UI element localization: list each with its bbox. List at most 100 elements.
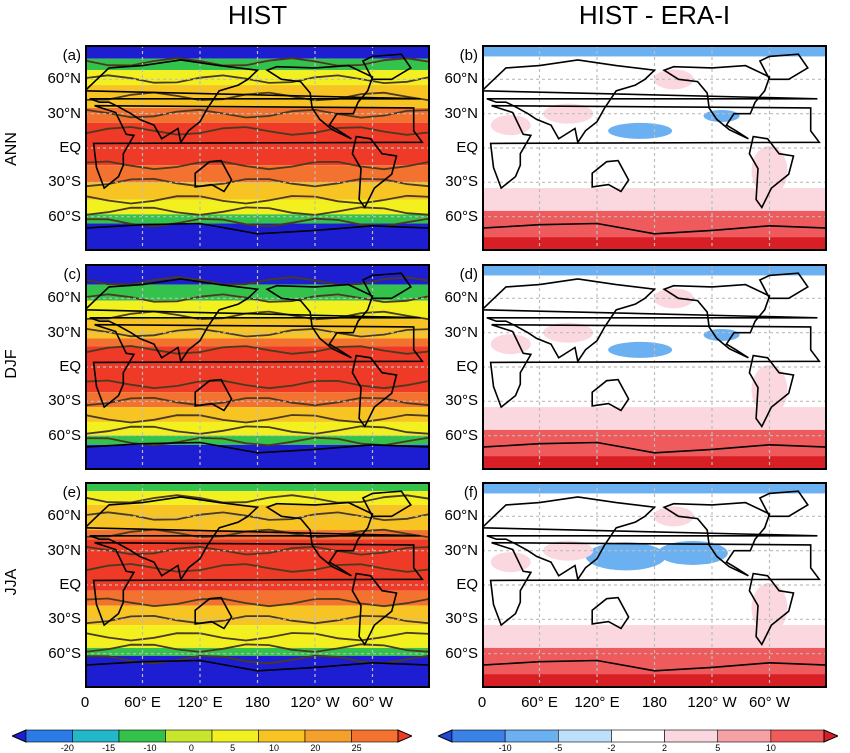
panel-letter: (f)	[463, 484, 478, 501]
lon-label: 60° W	[351, 694, 393, 711]
contour-line	[85, 276, 430, 286]
panel-frame	[482, 45, 827, 251]
continent-outline	[758, 53, 809, 81]
lat-label: EQ	[59, 139, 81, 156]
panel-frame	[482, 482, 827, 688]
diff-map-panel	[482, 45, 827, 251]
lat-label: 60°S	[445, 207, 478, 225]
continent-outline	[194, 378, 233, 412]
contour-line	[85, 436, 430, 447]
colorbar-tick-label: 25	[351, 743, 362, 753]
contour-line	[85, 194, 430, 205]
continent-outline	[662, 283, 771, 359]
continent-outline	[482, 278, 818, 364]
diff-negative-band	[482, 45, 827, 57]
panel-letter: (a)	[62, 47, 81, 64]
temperature-band	[85, 530, 430, 540]
continent-outline	[85, 659, 430, 688]
continent-outline	[85, 59, 421, 145]
diff-map-panel	[482, 264, 827, 470]
continent-outline	[591, 159, 630, 193]
contour-line	[85, 217, 430, 228]
contour-line	[85, 293, 430, 304]
continent-outline	[92, 104, 424, 190]
colorbar-tick-label: 5	[230, 743, 236, 753]
lat-label: 30°N	[47, 541, 81, 559]
continent-outline	[748, 572, 795, 647]
diff-positive-blob	[653, 506, 694, 527]
colorbar-segment	[451, 729, 506, 743]
colorbar-tick-label: -10	[498, 743, 512, 753]
contour-line	[85, 654, 430, 665]
hist-map-panel	[85, 482, 430, 688]
lat-label: 30°N	[47, 323, 81, 341]
lon-label: 120° W	[290, 694, 340, 711]
lat-label: 60°N	[444, 70, 478, 88]
continent-outline	[85, 496, 421, 582]
contour-line	[85, 206, 430, 216]
colorbar-arrow-left	[12, 729, 27, 743]
lat-label: EQ	[456, 139, 478, 156]
continent-outline	[489, 104, 821, 190]
diff-negative-blob	[585, 542, 666, 571]
panel-letter: (e)	[62, 484, 81, 501]
lat-label: 60°S	[48, 207, 81, 225]
colorbar-segment	[304, 729, 352, 743]
continent-outline	[748, 135, 795, 210]
continent-outline	[265, 283, 374, 359]
contour-line	[85, 631, 430, 642]
panel-frame	[85, 45, 430, 251]
continent-outline	[758, 490, 809, 518]
lat-label: 60°N	[47, 507, 81, 525]
colorbar-tick-label: 2	[662, 743, 668, 753]
lon-label: 60° W	[748, 694, 790, 711]
colorbar-segment	[351, 729, 399, 743]
diff-positive-blob	[490, 334, 531, 355]
continent-outline	[489, 323, 821, 409]
continent-outline	[361, 53, 412, 81]
diff-positive-blob	[490, 552, 531, 573]
diff-negative-band	[482, 264, 827, 276]
temperature-band	[85, 284, 430, 301]
temperature-band	[85, 482, 430, 492]
lat-label: 30°N	[444, 323, 478, 341]
column-title-hist: HIST	[227, 0, 288, 30]
hist-map-panel	[85, 45, 430, 251]
lon-label: 0	[80, 694, 90, 711]
contour-line	[85, 57, 430, 67]
continent-outline	[265, 501, 374, 577]
continent-outline	[482, 222, 827, 251]
lat-label: EQ	[59, 358, 81, 375]
contour-line	[85, 177, 430, 188]
panel-letter: (c)	[63, 266, 82, 283]
lon-label: 60° E	[521, 694, 558, 711]
contour-line	[85, 494, 430, 504]
row-label-djf: DJF	[3, 349, 20, 379]
lon-label: 60° E	[124, 694, 161, 711]
contour-line	[85, 643, 430, 653]
contour-line	[85, 511, 430, 522]
colorbar-arrow-right	[397, 729, 412, 743]
colorbar-segment	[611, 729, 665, 743]
colorbar-tick-label: 0	[188, 743, 194, 753]
continent-outline	[489, 541, 821, 627]
temperature-band	[85, 264, 430, 285]
lat-label: 60°S	[48, 644, 81, 662]
lat-label: EQ	[456, 358, 478, 375]
lat-label: 30°N	[444, 541, 478, 559]
lat-label: 60°N	[47, 70, 81, 88]
lat-label: 60°S	[48, 426, 81, 444]
diff-negative-blob	[703, 328, 740, 341]
continent-outline	[748, 354, 795, 429]
colorbar-arrow-right	[823, 729, 838, 743]
colorbar-segment	[25, 729, 73, 743]
lat-label: 60°N	[444, 289, 478, 307]
lon-label: 180	[641, 694, 668, 711]
lon-label: 120° E	[177, 694, 223, 711]
diff-positive-blob	[490, 115, 531, 136]
lat-label: 60°N	[47, 289, 81, 307]
column-title-diff: HIST - ERA-I	[578, 0, 731, 30]
colorbar-arrow-left	[438, 729, 453, 743]
colorbar-tick-label: 20	[310, 743, 321, 753]
continent-outline	[482, 441, 827, 470]
